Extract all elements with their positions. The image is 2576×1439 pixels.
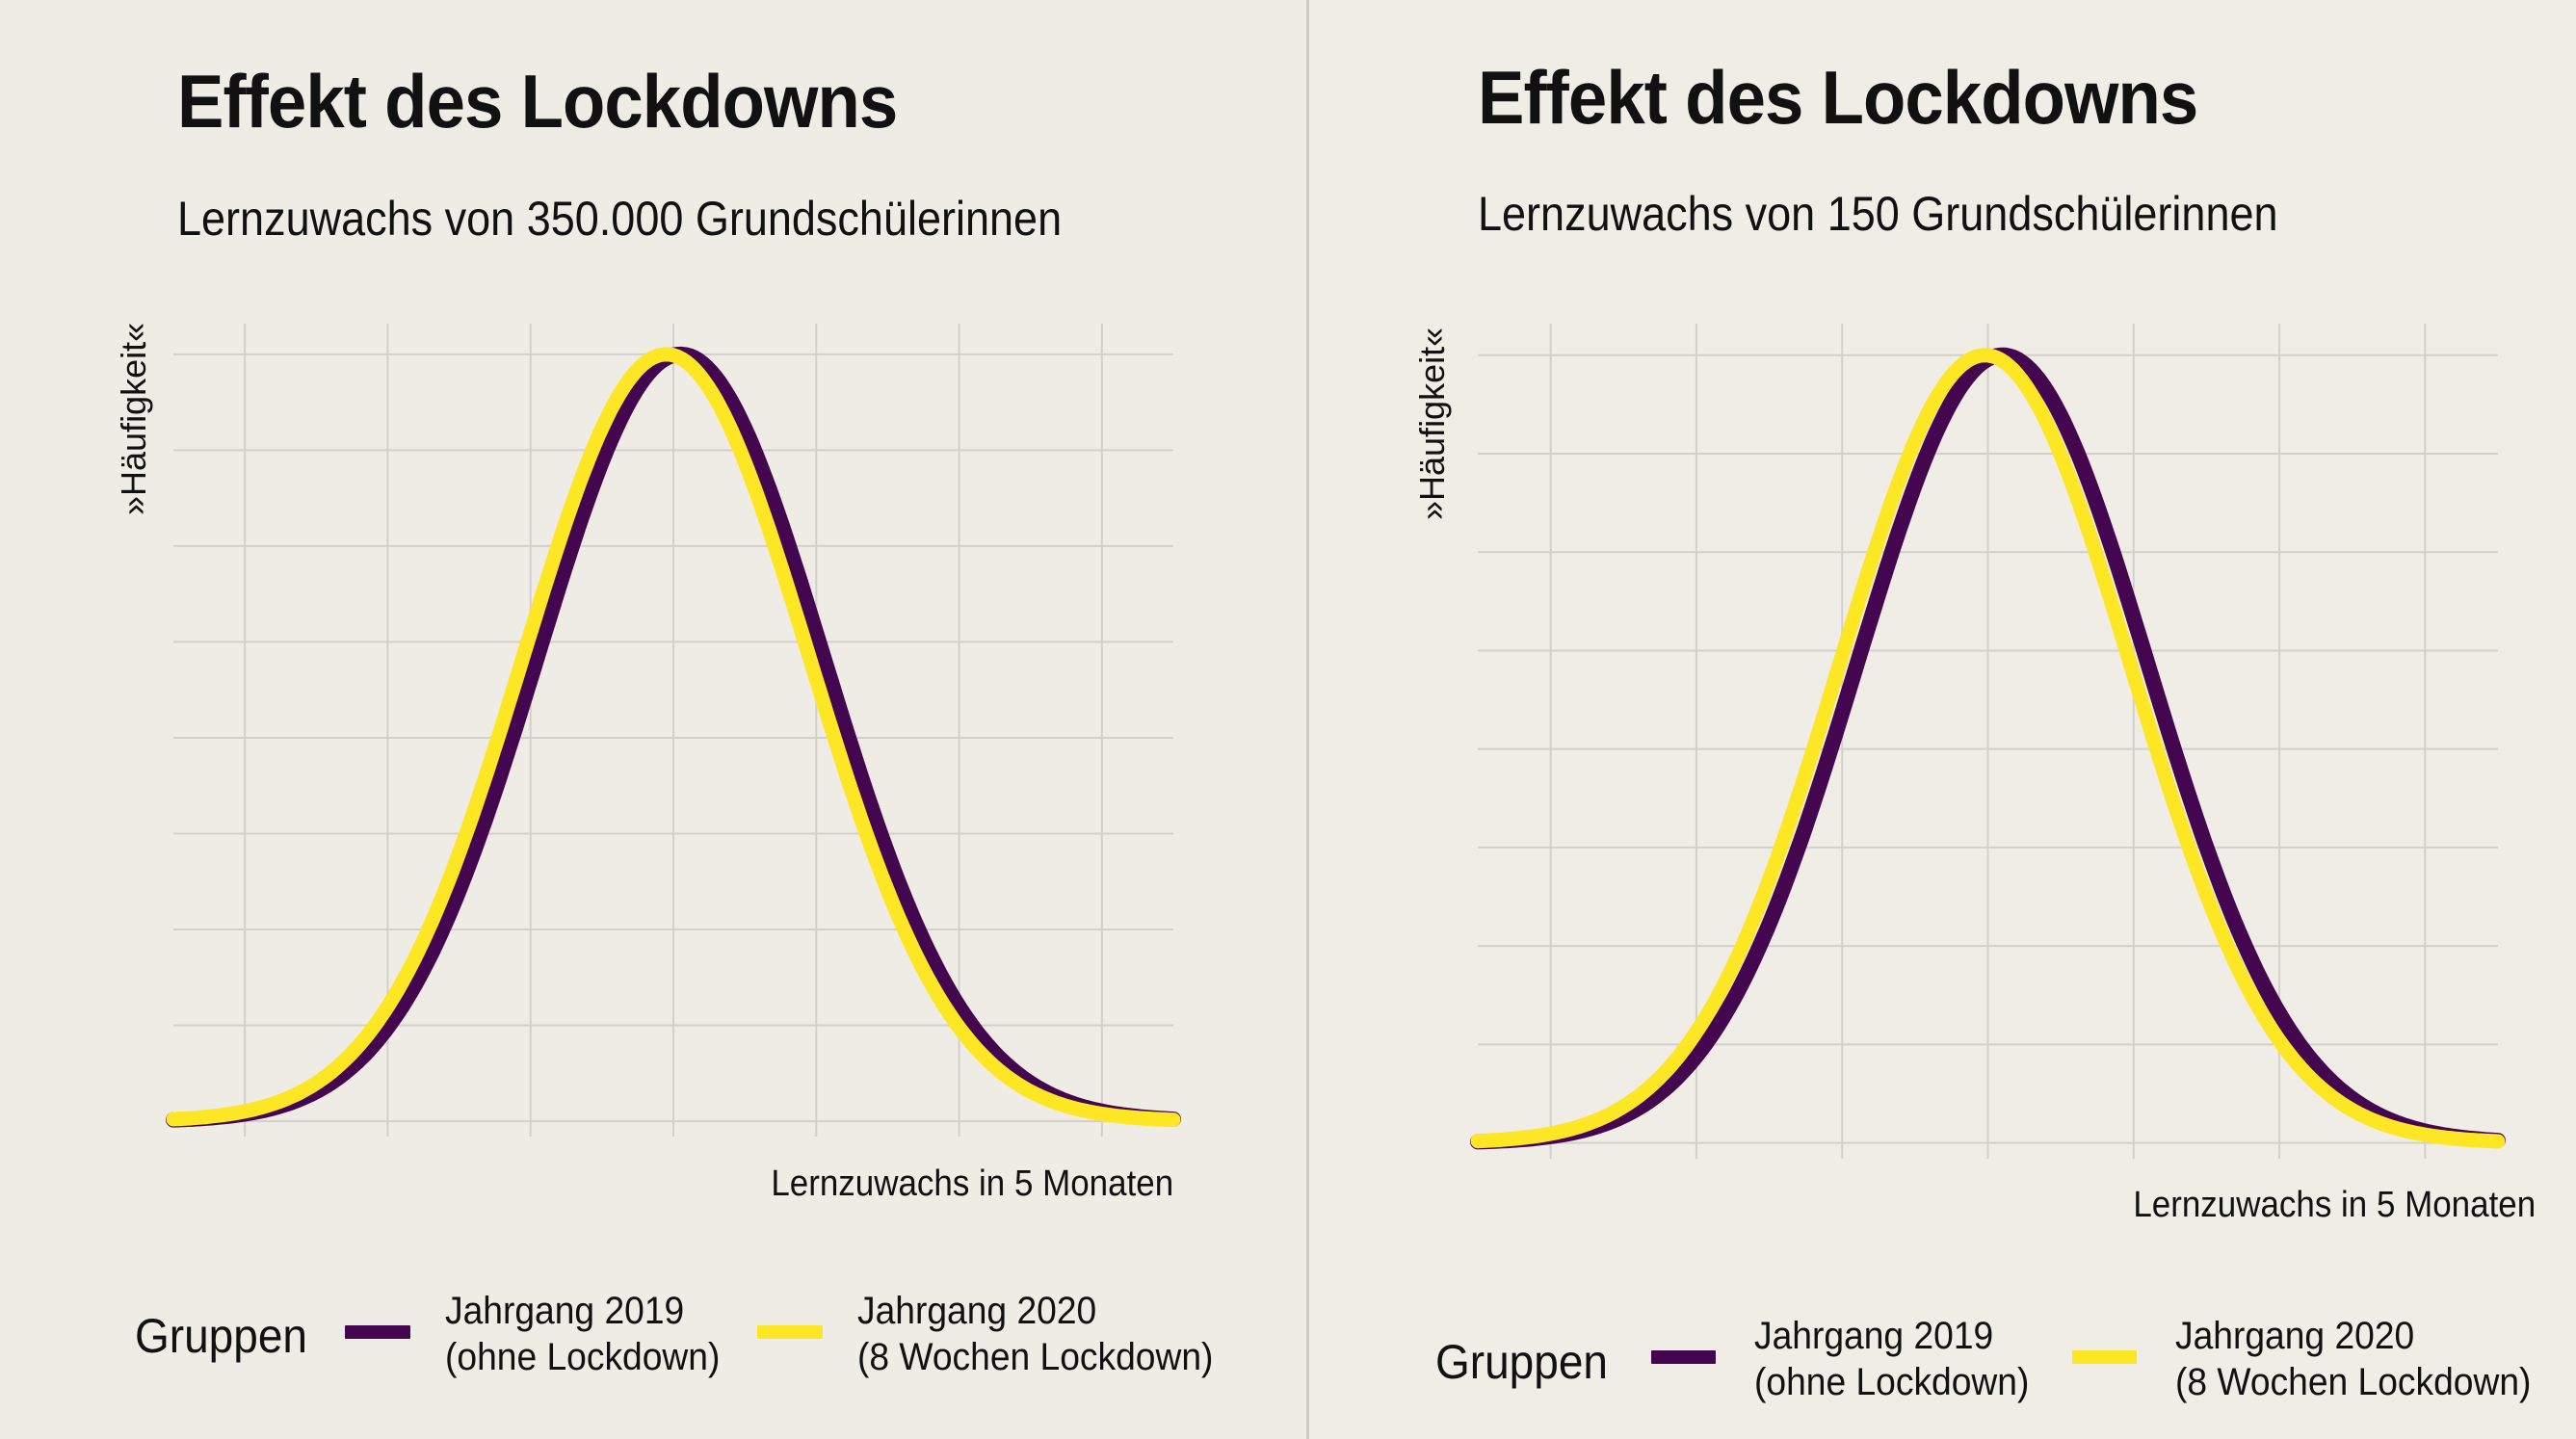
legend-item-2019: Jahrgang 2019 (ohne Lockdown) (445, 1288, 720, 1380)
chart-panel-right: Effekt des Lockdowns Lernzuwachs von 150… (1309, 0, 2576, 1439)
x-axis-label: Lernzuwachs in 5 Monaten (771, 1164, 1173, 1204)
legend-item-2020: Jahrgang 2020 (8 Wochen Lockdown) (857, 1288, 1213, 1380)
legend-key-2019 (1651, 1350, 1716, 1364)
legend-title: Gruppen (1435, 1335, 1609, 1389)
legend-line2: (ohne Lockdown) (445, 1336, 721, 1378)
gridlines (173, 324, 1173, 1137)
legend-line1: Jahrgang 2019 (1754, 1315, 1994, 1357)
plot-area (166, 324, 1181, 1137)
legend-line2: (ohne Lockdown) (1754, 1361, 2030, 1403)
legend-key-2020 (757, 1325, 823, 1339)
legend-line2: (8 Wochen Lockdown) (857, 1336, 1214, 1378)
gridlines (1478, 324, 2498, 1159)
plot-area (1470, 324, 2506, 1159)
legend-key-2019 (345, 1325, 410, 1339)
legend-line1: Jahrgang 2020 (857, 1290, 1097, 1332)
chart-title: Effekt des Lockdowns (177, 59, 898, 144)
chart-title: Effekt des Lockdowns (1478, 55, 2198, 140)
chart-panel-left: Effekt des Lockdowns Lernzuwachs von 350… (114, 59, 1214, 1380)
chart-subtitle: Lernzuwachs von 350.000 Grundschülerinne… (177, 192, 1063, 246)
legend-line1: Jahrgang 2019 (445, 1290, 685, 1332)
legend-line1: Jahrgang 2020 (2175, 1315, 2415, 1357)
chart-subtitle: Lernzuwachs von 150 Grundschülerinnen (1478, 187, 2278, 241)
legend-key-2020 (2072, 1350, 2137, 1364)
legend-item-2020: Jahrgang 2020 (8 Wochen Lockdown) (2175, 1313, 2531, 1405)
legend-line2: (8 Wochen Lockdown) (2175, 1361, 2532, 1403)
series-line-2020 (166, 347, 1181, 1128)
legend-item-2019: Jahrgang 2019 (ohne Lockdown) (1754, 1313, 2029, 1405)
legend-title: Gruppen (135, 1309, 308, 1363)
series-line-2020 (1470, 348, 2506, 1149)
panel-divider (1306, 0, 1309, 1439)
x-axis-label: Lernzuwachs in 5 Monaten (2133, 1185, 2536, 1225)
